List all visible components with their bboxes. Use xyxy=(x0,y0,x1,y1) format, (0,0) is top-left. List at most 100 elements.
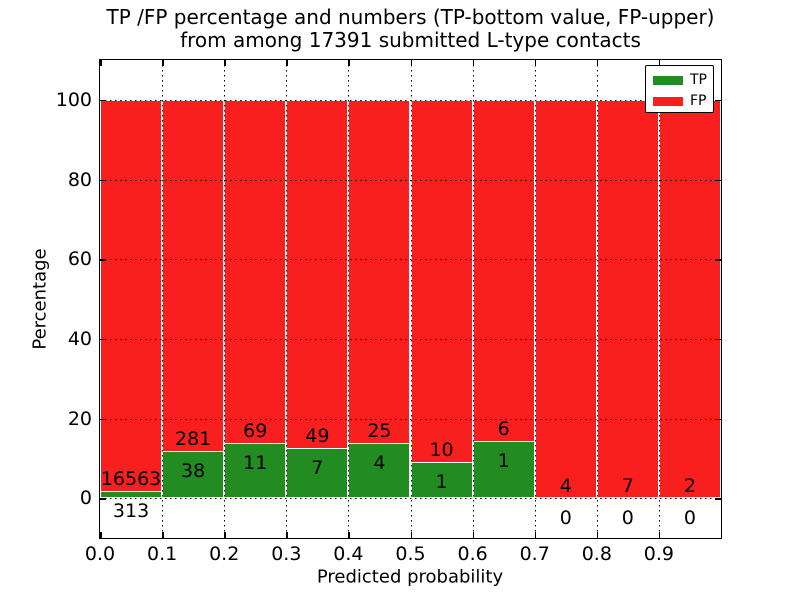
y-tick-mark xyxy=(100,498,106,500)
y-tick-label: 60 xyxy=(67,248,92,271)
fp-count-label: 281 xyxy=(175,427,212,450)
x-tick-label: 0.2 xyxy=(209,543,240,565)
x-tick-mark xyxy=(100,60,102,66)
tp-bar xyxy=(224,443,287,499)
x-tick-mark xyxy=(410,60,412,66)
y-tick-mark xyxy=(715,418,721,420)
x-tick-mark xyxy=(162,532,164,538)
fp-count-label: 25 xyxy=(367,420,392,443)
fp-bar xyxy=(596,99,659,499)
x-tick-mark xyxy=(472,60,475,66)
x-tick-label: 0.9 xyxy=(643,543,674,565)
legend-label-fp: FP xyxy=(690,93,707,109)
legend-label-tp: TP xyxy=(690,72,707,88)
tp-count-label: 38 xyxy=(181,459,206,482)
fp-count-label: 49 xyxy=(305,425,330,448)
chart-title: TP /FP percentage and numbers (TP-bottom… xyxy=(100,6,721,52)
tp-count-label: 1 xyxy=(435,470,448,493)
x-tick-label: 0.7 xyxy=(519,543,550,565)
fp-bar xyxy=(658,99,721,499)
tp-bar xyxy=(100,490,163,499)
x-tick-mark xyxy=(162,60,164,66)
fp-count-label: 10 xyxy=(429,439,454,461)
chart-title-line2: from among 17391 submitted L-type contac… xyxy=(180,28,641,52)
v-gridline xyxy=(534,60,536,538)
y-tick-label: 0 xyxy=(79,487,92,510)
x-tick-label: 0.6 xyxy=(457,543,488,565)
tp-count-label: 4 xyxy=(373,452,386,475)
y-tick-mark xyxy=(100,418,106,420)
fp-count-label: 7 xyxy=(621,475,634,498)
fp-bar xyxy=(100,99,163,499)
fp-count-label: 69 xyxy=(243,420,268,443)
tp-count-label: 0 xyxy=(621,507,634,530)
v-gridline xyxy=(162,60,164,538)
x-tick-mark xyxy=(534,60,537,66)
x-tick-label: 0.8 xyxy=(581,543,612,565)
fp-bar xyxy=(472,99,535,499)
y-tick-mark xyxy=(715,179,721,181)
fp-count-label: 2 xyxy=(683,475,696,498)
tp-swatch-icon xyxy=(653,76,683,85)
v-gridline xyxy=(472,60,474,538)
x-tick-label: 0.0 xyxy=(84,543,116,565)
x-tick-mark xyxy=(534,532,537,538)
tp-count-label: 11 xyxy=(243,452,268,475)
x-tick-label: 0.4 xyxy=(333,543,364,565)
x-tick-mark xyxy=(100,532,102,538)
x-tick-label: 0.5 xyxy=(395,543,426,565)
legend: TP FP xyxy=(645,65,714,113)
tp-bar xyxy=(286,448,349,499)
y-tick-label: 100 xyxy=(55,88,92,111)
tp-count-label: 0 xyxy=(559,507,572,530)
x-tick-mark xyxy=(596,532,599,538)
legend-row-tp: TP xyxy=(646,70,713,90)
x-tick-mark xyxy=(596,60,599,66)
x-tick-mark xyxy=(658,60,661,66)
x-tick-label: 0.3 xyxy=(271,543,302,565)
y-tick-mark xyxy=(100,179,106,181)
v-gridline xyxy=(658,60,660,538)
tp-bar xyxy=(162,450,225,499)
fp-count-label: 16563 xyxy=(100,467,162,490)
v-gridline xyxy=(286,60,288,538)
tp-count-label: 0 xyxy=(683,507,696,530)
tp-bar xyxy=(410,461,473,499)
x-tick-label: 0.1 xyxy=(146,543,178,565)
x-tick-mark xyxy=(348,60,350,66)
x-tick-mark xyxy=(286,60,288,66)
tp-count-label: 1 xyxy=(497,450,510,473)
tp-count-label: 313 xyxy=(112,499,150,522)
tp-count-label: 7 xyxy=(311,457,324,480)
y-tick-mark xyxy=(715,99,721,102)
fp-count-label: 6 xyxy=(497,418,510,441)
v-gridline xyxy=(348,60,350,538)
fp-bar xyxy=(534,99,597,499)
y-tick-mark xyxy=(100,99,106,102)
x-tick-mark xyxy=(224,532,226,538)
tp-bar xyxy=(472,441,535,499)
x-tick-mark xyxy=(410,532,412,538)
x-tick-mark xyxy=(348,532,350,538)
legend-row-fp: FP xyxy=(646,91,713,111)
x-tick-mark xyxy=(658,532,661,538)
y-tick-mark xyxy=(100,338,106,341)
y-axis-title: Percentage xyxy=(29,248,51,350)
y-tick-mark xyxy=(715,259,721,261)
x-tick-mark xyxy=(472,532,475,538)
y-tick-mark xyxy=(715,338,721,341)
v-gridline xyxy=(410,60,412,538)
plot-area: 16563 313 281 38 69 11 49 7 25 4 10 1 6 1 4 0 7 0 2 0 xyxy=(99,59,722,539)
y-tick-mark xyxy=(100,259,106,261)
y-tick-mark xyxy=(715,498,721,500)
y-tick-label: 40 xyxy=(67,327,92,350)
v-gridline xyxy=(224,60,226,538)
v-gridline xyxy=(596,60,598,538)
x-tick-mark xyxy=(286,532,288,538)
y-tick-label: 20 xyxy=(67,407,92,430)
y-tick-label: 80 xyxy=(67,168,92,191)
fp-count-label: 4 xyxy=(559,475,572,498)
x-tick-mark xyxy=(224,60,226,66)
tp-bar xyxy=(348,443,411,499)
